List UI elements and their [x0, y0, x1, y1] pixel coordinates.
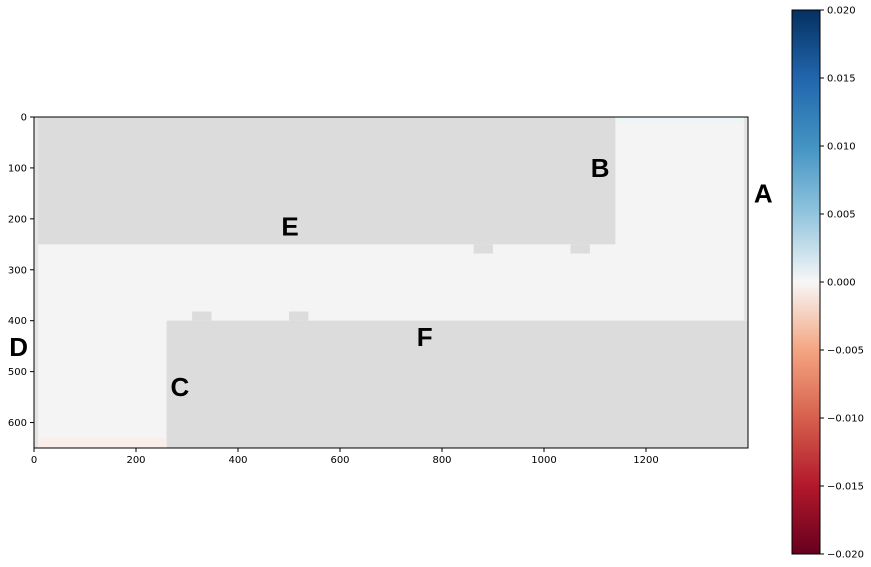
colorbar-tick-label: 0.015	[827, 74, 856, 85]
region-label-e: E	[281, 211, 298, 241]
x-tick-label: 400	[228, 455, 247, 466]
heatmap-region-notch-lower-1	[192, 311, 212, 321]
heatmap-region-notch-upper-1	[473, 244, 493, 254]
heatmap-region-left-strip	[34, 117, 39, 448]
heatmap-plot-area: 0 200 400 600 800 1000 1200 0 100 200 300 400 500 600…	[8, 113, 773, 467]
y-tick-label: 500	[8, 367, 27, 378]
heatmap-region-tint-bottom-left	[38, 437, 167, 448]
colorbar-tick-label: −0.015	[827, 482, 864, 493]
x-tick-label: 800	[432, 455, 451, 466]
colorbar-tick-label: −0.005	[827, 346, 864, 357]
y-tick-label: 0	[21, 113, 27, 124]
region-label-d: D	[9, 332, 28, 362]
colorbar-tick-label: 0.020	[827, 6, 856, 17]
colorbar-tick-label: −0.020	[827, 550, 864, 561]
colorbar-tick-label: −0.010	[827, 414, 864, 425]
colorbar-tick-label: 0.010	[827, 142, 856, 153]
heatmap-region-right-strip	[743, 117, 748, 321]
region-label-a: A	[754, 178, 773, 208]
y-tick-label: 200	[8, 214, 27, 225]
y-tick-label: 300	[8, 265, 27, 276]
x-tick-label: 0	[31, 455, 37, 466]
colorbar-gradient	[792, 10, 820, 554]
heatmap-region-upper-band	[34, 117, 616, 245]
heatmap-region-notch-lower-2	[289, 311, 309, 321]
x-tick-label: 1200	[633, 455, 658, 466]
region-label-f: F	[417, 322, 433, 352]
colorbar: 0.020 0.015 0.010 0.005 0.000 −0.005 −0.010 −0.…	[791, 6, 864, 561]
heatmap-region-tint-top-right	[615, 117, 744, 125]
region-label-b: B	[591, 153, 610, 183]
x-tick-label: 1000	[531, 455, 556, 466]
x-tick-label: 200	[126, 455, 145, 466]
plot-frame	[33, 116, 749, 449]
colorbar-tick-label: 0.005	[827, 210, 856, 221]
region-label-c: C	[170, 372, 189, 402]
y-tick-label: 600	[8, 418, 27, 429]
y-tick-label: 400	[8, 316, 27, 327]
colorbar-tick-label: 0.000	[827, 278, 856, 289]
heatmap-region-notch-upper-2	[570, 244, 590, 254]
y-tick-label: 100	[8, 163, 27, 174]
heatmap-region-lower-band	[166, 320, 749, 448]
x-tick-label: 600	[330, 455, 349, 466]
